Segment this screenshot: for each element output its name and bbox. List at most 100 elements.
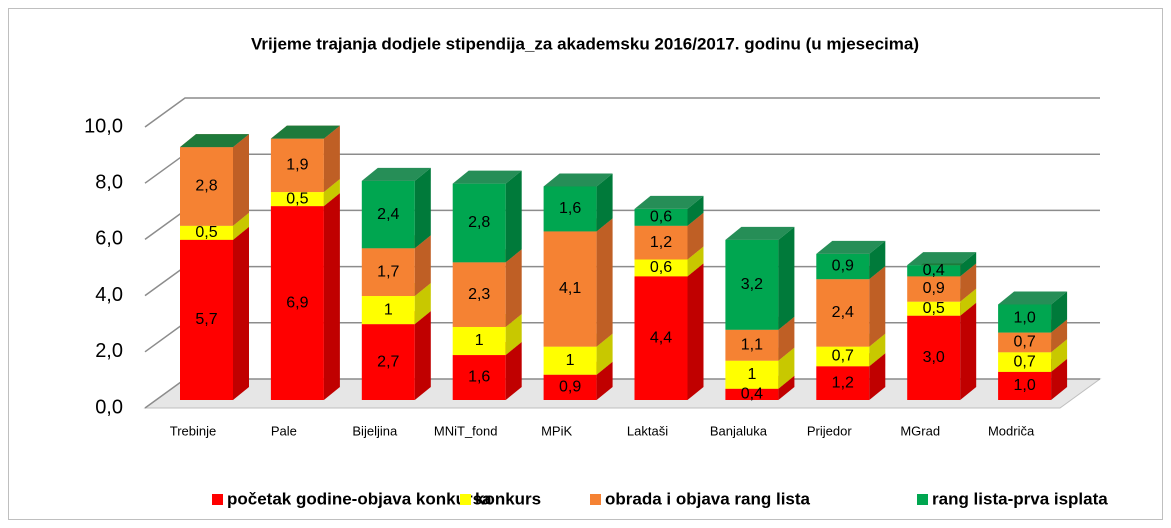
- data-label: 0,6: [650, 259, 672, 276]
- bar-segment: [543, 231, 597, 347]
- bar-top: [725, 226, 795, 240]
- bar-segment: [452, 326, 506, 356]
- bar-top: [998, 291, 1068, 305]
- y-tick-label: 2,0: [95, 340, 123, 362]
- data-label: 2,3: [468, 286, 490, 303]
- bar-segment: [270, 138, 324, 193]
- y-tick-label: 10,0: [84, 115, 123, 137]
- x-tick-label: Banjaluka: [710, 423, 768, 438]
- bar-side: [1051, 319, 1068, 353]
- data-label: 1: [384, 301, 393, 318]
- bar-segment: [907, 276, 961, 302]
- bar-side: [414, 283, 431, 325]
- bar-side: [596, 218, 613, 347]
- x-tick-label: Bijeljina: [352, 423, 398, 438]
- data-label: 1,0: [1013, 310, 1035, 327]
- data-label: 3,2: [741, 276, 763, 293]
- bar-segment: [998, 304, 1052, 333]
- bar-side: [233, 226, 249, 400]
- bar-segment: [180, 147, 233, 226]
- bar-top: [907, 252, 977, 266]
- y-tick-label: 8,0: [95, 171, 123, 193]
- bar-side: [323, 125, 340, 193]
- bar-side: [233, 212, 249, 240]
- data-label: 1,7: [377, 263, 399, 280]
- bar-segment: [361, 296, 415, 325]
- bar-side: [869, 333, 886, 367]
- bar-segment: [816, 346, 870, 367]
- bar-side: [1051, 339, 1068, 372]
- bar-segment: [361, 248, 415, 297]
- bar-segment: [270, 192, 324, 207]
- bar-side: [687, 263, 704, 400]
- data-label: 1,0: [1013, 377, 1035, 394]
- bar-segment: [725, 239, 779, 330]
- bar-side: [414, 235, 431, 297]
- bar-side: [323, 179, 340, 207]
- bar-top: [543, 173, 613, 187]
- bar-side: [596, 361, 613, 400]
- bar-segment: [543, 374, 597, 400]
- bar-segment: [998, 352, 1052, 372]
- data-label: 0,5: [286, 190, 308, 207]
- x-tick-label: MPiK: [541, 423, 572, 438]
- bar-side: [869, 353, 886, 400]
- legend-label: obrada i objava rang lista: [605, 489, 811, 508]
- data-label: 0,5: [195, 224, 217, 241]
- bar-side: [778, 347, 795, 389]
- bar-side: [505, 313, 522, 356]
- bar-segment: [816, 366, 870, 400]
- data-label: 1,2: [832, 374, 854, 391]
- data-label: 4,1: [559, 280, 581, 297]
- bar-segment: [361, 180, 415, 249]
- bar-side: [1051, 358, 1068, 400]
- bar-side: [869, 266, 886, 347]
- bar-segment: [634, 225, 688, 260]
- bar-top: [452, 170, 522, 184]
- data-label: 1: [566, 352, 575, 369]
- data-label: 3,0: [923, 349, 945, 366]
- bar-side: [596, 333, 613, 375]
- x-tick-label: Modriča: [988, 423, 1035, 438]
- legend-swatch: [917, 494, 928, 505]
- legend-label: konkurs: [475, 489, 541, 508]
- y-tick-label: 4,0: [95, 284, 123, 306]
- bar-side: [960, 263, 977, 302]
- bar-side: [778, 226, 795, 330]
- x-tick-label: Prijedor: [807, 423, 852, 438]
- bar-segment: [907, 301, 961, 316]
- bar-top: [634, 195, 704, 209]
- y-tick-label: 0,0: [95, 396, 123, 418]
- bar-segment: [907, 265, 961, 277]
- data-label: 1,9: [286, 157, 308, 174]
- bar-side: [687, 212, 704, 260]
- legend-label: početak godine-objava konkursa: [227, 489, 492, 508]
- bar-side: [505, 342, 522, 400]
- bar-segment: [725, 360, 779, 389]
- data-label: 2,4: [377, 206, 399, 223]
- bar-side: [596, 173, 613, 232]
- data-label: 1,2: [650, 234, 672, 251]
- bar-segment: [543, 186, 597, 232]
- bar-segment: [998, 332, 1052, 353]
- bar-segment: [907, 315, 961, 400]
- bar-segment: [180, 239, 233, 400]
- data-label: 0,9: [832, 258, 854, 275]
- data-label: 1,6: [559, 200, 581, 217]
- bar-side: [960, 302, 977, 400]
- x-tick-label: Laktaši: [627, 423, 668, 438]
- bar-side: [505, 170, 522, 263]
- data-label: 4,4: [650, 329, 672, 346]
- bar-side: [414, 167, 431, 249]
- data-label: 0,7: [1013, 334, 1035, 351]
- bar-side: [960, 288, 977, 316]
- data-label: 1,1: [741, 336, 763, 353]
- bar-segment: [361, 324, 415, 400]
- x-tick-label: MNiT_fond: [434, 423, 498, 438]
- bar-side: [960, 252, 977, 277]
- data-label: 1: [475, 332, 484, 349]
- bar-top: [361, 167, 431, 181]
- data-label: 6,9: [286, 294, 308, 311]
- bar-side: [323, 193, 340, 400]
